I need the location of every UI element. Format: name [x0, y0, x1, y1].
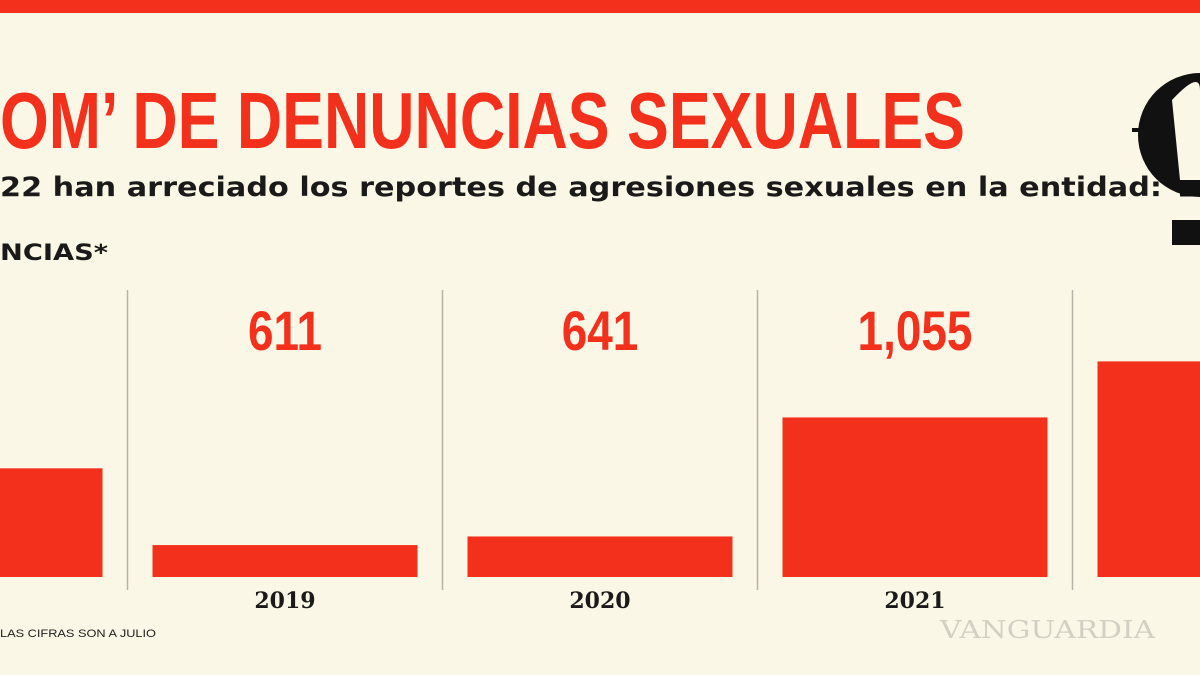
bar [152, 545, 418, 577]
bar [1097, 361, 1200, 577]
axis-label: NCIAS* [0, 241, 109, 266]
bar [782, 417, 1048, 577]
value-label: 1,2 [1198, 300, 1200, 362]
x-tick-label: 2019 [254, 588, 315, 614]
icon [1132, 73, 1200, 245]
x-tick-label: 2020 [569, 588, 630, 614]
bar [0, 468, 103, 577]
value-label: 611 [248, 300, 322, 362]
value-label: 641 [562, 300, 639, 362]
x-tick-label: 2021 [884, 588, 945, 614]
value-label: 1,055 [858, 300, 973, 362]
subtitle: 22 han arreciado los reportes de agresio… [0, 172, 1162, 203]
watermark: VANGUARDIA [939, 616, 1156, 644]
top-band [0, 0, 1200, 13]
footnote: LAS CIFRAS SON A JULIO [0, 628, 156, 640]
bar [467, 536, 733, 577]
chart-title: OM’ DE DENUNCIAS SEXUALES [0, 76, 965, 165]
